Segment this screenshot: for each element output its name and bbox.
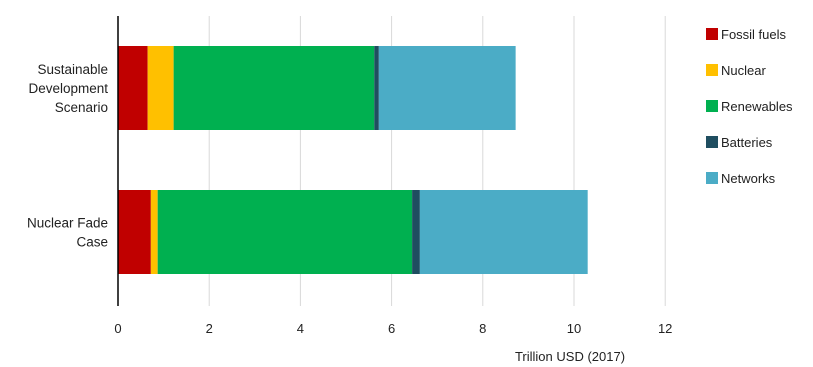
- bar-segment: [158, 190, 412, 274]
- bars: [118, 46, 588, 274]
- x-tick-label: 8: [479, 321, 486, 336]
- category-label: Nuclear Fade Case: [27, 216, 108, 250]
- legend-label: Renewables: [721, 99, 793, 114]
- x-tick-label: 10: [567, 321, 581, 336]
- legend: Fossil fuels Nuclear Renewables Batteries Ne…: [706, 27, 793, 186]
- bar-segment: [118, 190, 151, 274]
- bar-segment: [151, 190, 158, 274]
- bar-segment: [420, 190, 588, 274]
- bar-segment: [379, 46, 516, 130]
- category-label-line: Case: [76, 235, 108, 250]
- legend-label: Networks: [721, 171, 776, 186]
- x-tick-label: 2: [206, 321, 213, 336]
- legend-label: Batteries: [721, 135, 773, 150]
- category-label-line: Scenario: [55, 100, 108, 115]
- bar-segment: [412, 190, 420, 274]
- bar-segment: [148, 46, 174, 130]
- bar-segment: [118, 46, 148, 130]
- category-label: Sustainable Development Scenario: [28, 62, 108, 115]
- legend-swatch: [706, 172, 718, 184]
- legend-label: Nuclear: [721, 63, 766, 78]
- category-label-line: Sustainable: [37, 62, 108, 77]
- legend-label: Fossil fuels: [721, 27, 787, 42]
- x-axis-title: Trillion USD (2017): [515, 349, 625, 364]
- bar-segment: [374, 46, 379, 130]
- legend-swatch: [706, 64, 718, 76]
- x-tick-label: 0: [114, 321, 121, 336]
- legend-swatch: [706, 100, 718, 112]
- category-label-line: Development: [28, 81, 108, 96]
- x-tick-label: 12: [658, 321, 672, 336]
- legend-swatch: [706, 28, 718, 40]
- x-tick-label: 6: [388, 321, 395, 336]
- x-tick-label: 4: [297, 321, 304, 336]
- legend-swatch: [706, 136, 718, 148]
- bar-segment: [174, 46, 375, 130]
- category-label-line: Nuclear Fade: [27, 216, 108, 231]
